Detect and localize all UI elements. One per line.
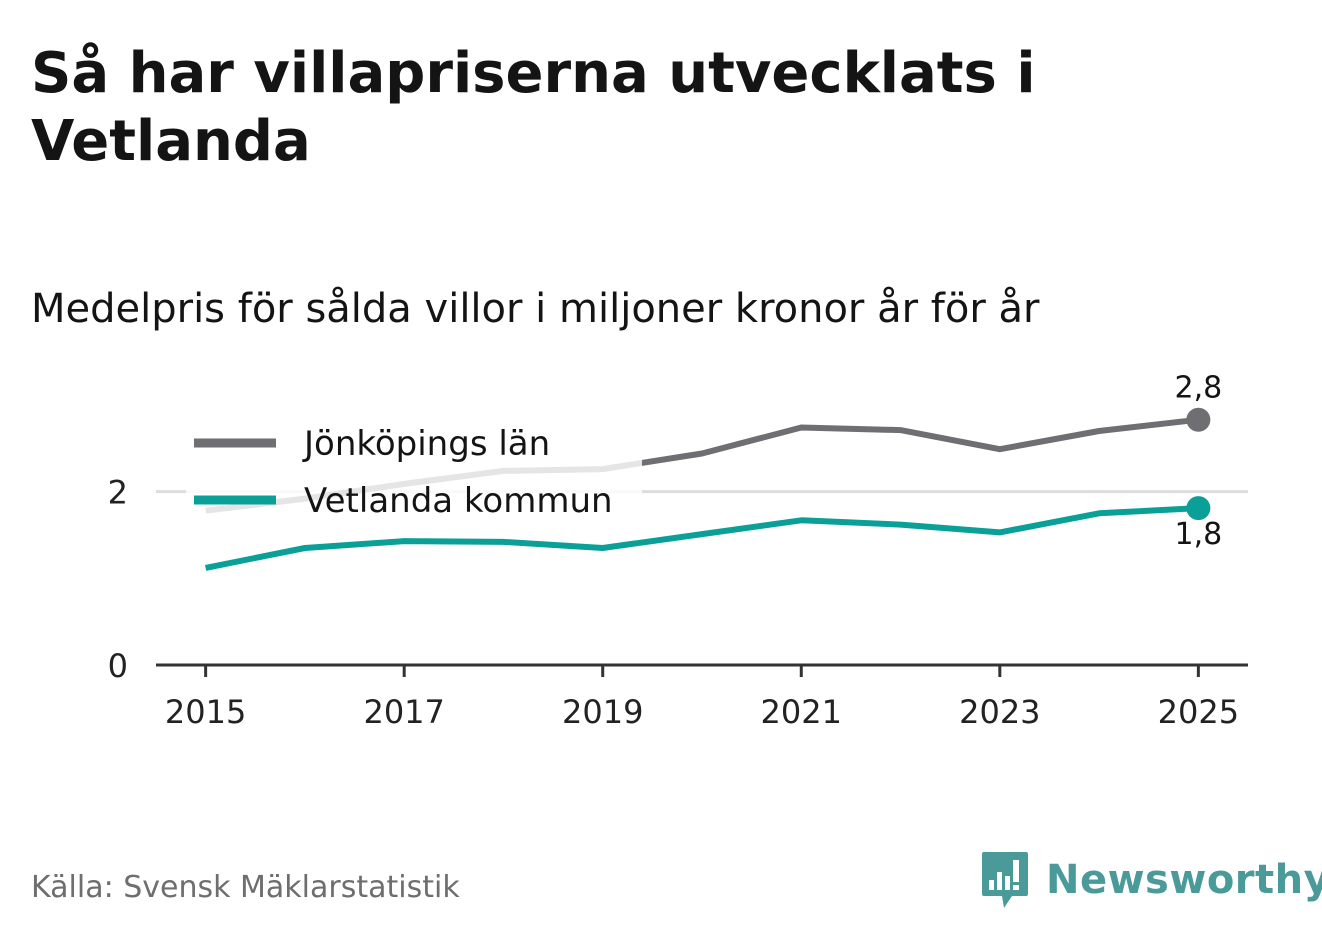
- legend-layer: Jönköpings län Vetlanda kommun: [186, 405, 642, 525]
- legend-label-1: Vetlanda kommun: [304, 481, 613, 521]
- y-tick-label-2: 2: [108, 474, 128, 512]
- end-value-label-0: 2,8: [1175, 371, 1223, 406]
- series-end-marker-1: [1186, 496, 1211, 521]
- y-tick-label-0: 0: [108, 647, 128, 685]
- line-chart: 0 2 2015 2017 2019 2021 2023 2025 Jönköpings lä…: [108, 371, 1248, 731]
- end-value-label-1: 1,8: [1175, 517, 1223, 552]
- x-tick-label-2023: 2023: [959, 693, 1040, 731]
- x-tick-label-2021: 2021: [761, 693, 842, 731]
- brand-logo[interactable]: Newsworthy: [980, 850, 1322, 910]
- series-end-marker-0: [1186, 407, 1211, 432]
- chart-title: Så har villapriserna utvecklats i Vetlan…: [31, 41, 1036, 174]
- label-layer: 2,8 1,8: [1175, 371, 1223, 552]
- x-tick-label-2017: 2017: [363, 693, 444, 731]
- legend-backdrop: [186, 405, 642, 525]
- x-tick-label-2019: 2019: [562, 693, 643, 731]
- brand-name: Newsworthy: [1046, 857, 1322, 903]
- x-tick-label-2015: 2015: [165, 693, 246, 731]
- x-tick-label-2025: 2025: [1158, 693, 1239, 731]
- series-line-1: [205, 505, 1199, 571]
- source-note: Källa: Svensk Mäklarstatistik: [31, 870, 460, 905]
- chart-subtitle: Medelpris för sålda villor i miljoner kr…: [31, 286, 1040, 332]
- axis-layer: 0 2 2015 2017 2019 2021 2023 2025: [108, 474, 1248, 731]
- legend-label-0: Jönköpings län: [302, 424, 550, 464]
- newsworthy-logo-icon: [982, 852, 1028, 908]
